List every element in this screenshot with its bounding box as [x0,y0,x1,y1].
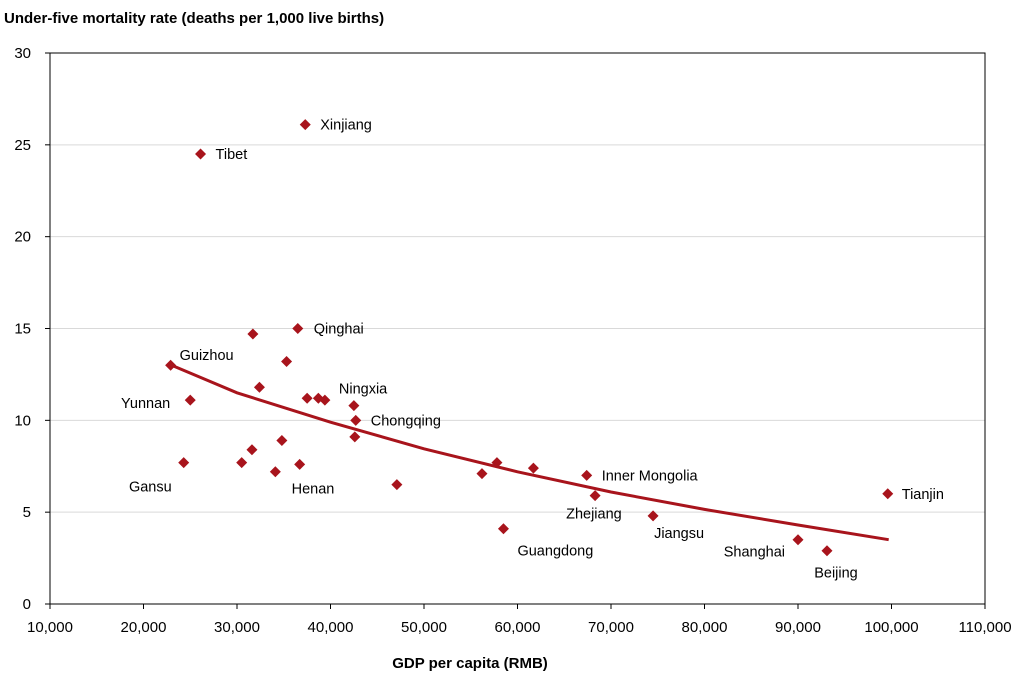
data-point [476,468,488,480]
data-point [882,488,894,500]
x-tick-label: 30,000 [214,619,260,636]
data-point [497,523,509,535]
y-tick-label: 20 [14,229,31,246]
x-tick-label: 20,000 [121,619,167,636]
point-label: Gansu [129,480,172,496]
data-point [319,394,331,406]
x-tick-label: 100,000 [864,619,918,636]
data-point [350,414,362,426]
y-tick-label: 0 [23,596,31,613]
x-tick-label: 80,000 [682,619,728,636]
data-point [195,148,207,160]
point-labels: Xinjiang Tibet Qinghai Guizhou Yunnan Ningxia… [121,118,944,582]
point-label: Tibet [216,147,248,163]
data-point [527,462,539,474]
data-point [178,457,190,469]
data-point [348,400,360,412]
data-point [301,392,313,404]
data-point [247,328,259,340]
data-point [792,534,804,546]
y-axis-ticks: 0 5 10 15 20 25 30 [14,45,50,613]
data-point [491,457,503,469]
data-point [184,394,196,406]
data-point [821,545,833,557]
point-label: Guangdong [517,544,593,560]
data-point [281,356,293,368]
x-tick-label: 50,000 [401,619,447,636]
point-label: Chongqing [371,413,441,429]
data-point [236,457,248,469]
point-label: Beijing [814,566,858,582]
x-tick-label: 110,000 [958,619,1011,636]
x-axis-ticks: 10,000 20,000 30,000 40,000 50,000 60,000 70,0… [27,604,1012,636]
point-label: Zhejiang [566,507,622,523]
point-label: Qinghai [314,322,364,338]
x-tick-label: 90,000 [775,619,821,636]
point-label: Guizhou [180,348,234,364]
point-label: Inner Mongolia [602,468,699,484]
y-tick-label: 10 [14,412,31,429]
gridlines [50,144,985,513]
point-label: Jiangsu [654,526,704,542]
data-point [581,469,593,481]
y-tick-label: 15 [14,321,31,338]
data-point [246,444,258,456]
y-tick-label: 25 [14,137,31,154]
trend-line [171,363,889,542]
data-point [165,359,177,371]
point-label: Tianjin [902,487,944,503]
x-axis-label: GDP per capita (RMB) [392,655,548,672]
point-label: Yunnan [121,396,170,412]
data-point [349,431,361,443]
point-label: Henan [292,481,335,497]
data-point [299,119,311,131]
x-tick-label: 10,000 [27,619,73,636]
data-point [294,458,306,470]
chart-title: Under-five mortality rate (deaths per 1,… [4,10,384,27]
point-label: Xinjiang [320,118,372,134]
x-tick-label: 40,000 [308,619,354,636]
data-point [253,381,265,393]
data-point [292,323,304,334]
x-tick-label: 60,000 [495,619,541,636]
data-point [269,466,281,478]
y-tick-label: 5 [23,504,31,521]
x-tick-label: 70,000 [588,619,634,636]
y-tick-label: 30 [14,45,31,62]
point-label: Ningxia [339,382,388,398]
data-point [647,510,659,522]
data-points [165,119,894,557]
data-point [589,490,601,502]
data-point [276,435,288,447]
data-point [391,479,403,491]
point-label: Shanghai [724,545,785,561]
